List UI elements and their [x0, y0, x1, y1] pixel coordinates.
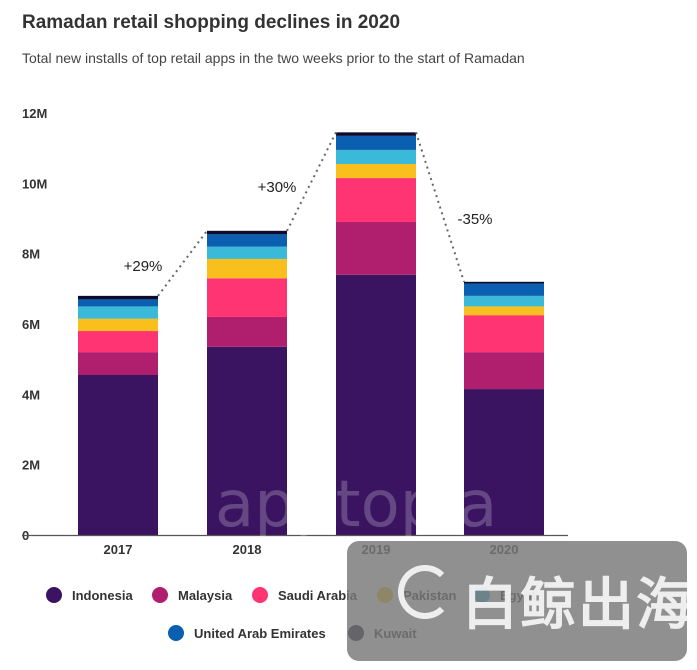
bar-segment-kuwait	[78, 295, 158, 300]
bar-segment-saudi-arabia	[336, 178, 416, 223]
y-tick-label: 12M	[22, 106, 47, 121]
bar-segment-malaysia	[464, 352, 544, 390]
y-tick-label: 6M	[22, 317, 40, 332]
bar-segment-indonesia	[336, 274, 416, 535]
bar-segment-pakistan	[78, 318, 158, 332]
y-tick-label: 2M	[22, 458, 40, 473]
apptopia-watermark: apptopia	[215, 468, 498, 542]
bar-segment-pakistan	[336, 163, 416, 179]
legend-label: United Arab Emirates	[194, 625, 326, 641]
bar-segment-united-arab-emirates	[464, 283, 544, 296]
bar-segment-united-arab-emirates	[336, 135, 416, 150]
growth-connector-line	[157, 230, 208, 297]
bar-segment-saudi-arabia	[464, 315, 544, 353]
legend-item: Malaysia	[152, 587, 232, 603]
bar-segment-egypt	[78, 306, 158, 319]
chart-title: Ramadan retail shopping declines in 2020	[22, 12, 401, 33]
legend-swatch	[46, 587, 62, 603]
legend-item: Indonesia	[46, 587, 133, 603]
bar-segment-kuwait	[464, 281, 544, 284]
bar-segment-pakistan	[207, 258, 287, 279]
bar-segment-egypt	[336, 149, 416, 164]
legend-swatch	[152, 587, 168, 603]
legend-swatch	[252, 587, 268, 603]
growth-connector-line	[415, 132, 465, 283]
brand-watermark-text: 白鲸出海	[462, 573, 694, 638]
bar-segment-united-arab-emirates	[78, 299, 158, 307]
bar-segment-kuwait	[336, 132, 416, 136]
stacked-bar-chart: 02M4M6M8M10M12M2017201820192020+29%+30%-…	[22, 106, 568, 557]
bar-segment-egypt	[207, 246, 287, 259]
bar-segment-indonesia	[207, 346, 287, 535]
bar-segment-saudi-arabia	[78, 331, 158, 353]
y-tick-label: 8M	[22, 247, 40, 262]
legend-swatch	[168, 625, 184, 641]
legend-label: Saudi Arabia	[278, 587, 357, 603]
brand-logo-icon	[398, 565, 452, 619]
bar-segment-malaysia	[336, 222, 416, 275]
growth-annotation: +30%	[258, 179, 297, 196]
bar-segment-saudi-arabia	[207, 278, 287, 317]
bar-segment-kuwait	[207, 230, 287, 235]
legend-item: Saudi Arabia	[252, 587, 357, 603]
legend-label: Indonesia	[72, 587, 133, 603]
bar-segment-malaysia	[207, 316, 287, 347]
chart-subtitle: Total new installs of top retail apps in…	[22, 50, 525, 66]
legend-item: United Arab Emirates	[168, 625, 326, 641]
growth-annotation: -35%	[457, 211, 492, 228]
bar-segment-indonesia	[464, 389, 544, 535]
bar-segment-united-arab-emirates	[207, 234, 287, 247]
growth-annotation: +29%	[124, 258, 163, 275]
x-tick-label: 2018	[233, 542, 262, 557]
bar-segment-egypt	[464, 295, 544, 307]
y-tick-label: 4M	[22, 387, 40, 402]
bar-segment-malaysia	[78, 352, 158, 375]
legend-label: Malaysia	[178, 587, 233, 603]
growth-connector-line	[286, 131, 337, 232]
bar-segment-indonesia	[78, 374, 158, 535]
y-tick-label: 10M	[22, 176, 47, 191]
x-tick-label: 2017	[104, 542, 133, 557]
bar-segment-pakistan	[464, 306, 544, 316]
